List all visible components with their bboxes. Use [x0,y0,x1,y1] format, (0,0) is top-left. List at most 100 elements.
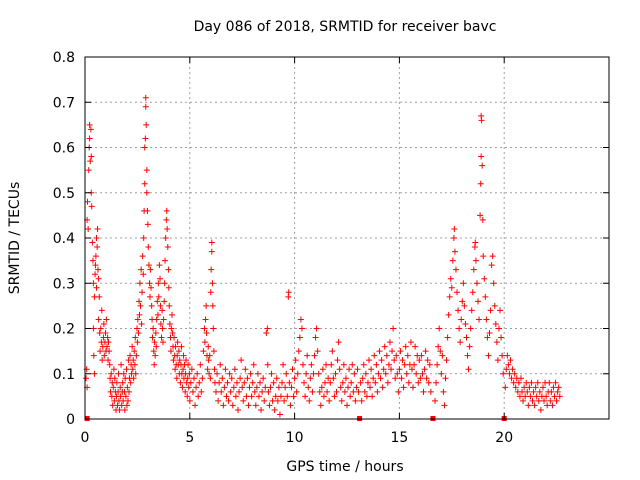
data-point [258,406,265,413]
data-point [312,334,319,341]
data-point [288,384,295,391]
data-point [215,397,222,404]
data-point [499,352,506,359]
data-point [426,361,433,368]
data-point [334,357,341,364]
data-point [388,366,395,373]
data-point [304,352,311,359]
data-point [130,357,137,364]
data-point [339,379,346,386]
data-point [330,375,337,382]
data-point [194,370,201,377]
data-point [383,352,390,359]
data-point [282,384,289,391]
data-point [146,293,153,300]
data-point [211,366,218,373]
data-point [393,352,400,359]
data-point [239,384,246,391]
data-point [93,235,100,241]
data-point [93,284,100,291]
data-point [446,293,453,300]
data-point [157,320,164,327]
data-point [220,402,227,409]
data-point [123,366,130,373]
data-point [340,361,347,368]
data-point [309,388,316,395]
y-tick-label: 0.2 [53,322,75,338]
data-point [180,352,187,359]
data-point [527,393,534,400]
data-point [541,397,548,404]
data-point [210,325,217,332]
data-points [83,94,563,418]
data-point [87,158,94,165]
data-point [329,348,336,355]
data-point [549,402,556,409]
data-point [384,379,391,386]
data-point [222,366,229,373]
data-point [273,375,280,382]
data-point [94,266,101,273]
data-point [556,393,563,400]
data-point [547,397,554,404]
data-point [454,289,461,296]
data-point [183,357,190,364]
data-point [519,388,526,395]
data-point [91,370,98,377]
data-point [443,357,450,364]
data-point [217,361,224,368]
data-point [174,339,181,346]
data-point [105,357,112,364]
data-point [203,302,210,309]
data-point [285,289,292,296]
data-point [142,103,149,110]
data-point [92,262,99,269]
data-point [96,330,103,337]
data-point [416,357,423,364]
data-point [264,325,271,332]
data-point [524,388,531,395]
data-point [326,397,333,404]
data-point [498,334,505,341]
data-point [260,375,267,382]
data-point [203,330,210,337]
data-point [368,366,375,373]
data-point [208,266,215,273]
data-point [253,384,260,391]
data-point [470,266,477,273]
y-tick-labels: 0 0.1 0.2 0.3 0.4 0.5 0.6 0.7 0.8 [53,50,75,428]
data-point [175,348,182,355]
data-point [155,280,162,287]
data-point [371,352,378,359]
data-point [432,397,439,404]
data-point [180,366,187,373]
data-point [196,379,203,386]
data-point [441,402,448,409]
data-point [204,366,211,373]
data-point [395,388,402,395]
data-point [141,144,148,151]
data-point [349,361,356,368]
data-point [381,343,388,350]
data-point [97,348,104,355]
data-point [299,361,306,368]
data-point [503,366,510,373]
data-point [85,167,92,174]
data-point [357,379,364,386]
data-point [139,289,146,296]
y-tick-label: 0.4 [53,231,75,247]
data-point [154,311,161,318]
data-point [529,397,536,404]
data-point [187,379,194,386]
data-point [129,366,136,373]
data-point [531,402,538,409]
data-point [159,325,166,332]
data-point [327,379,334,386]
data-point [458,316,465,323]
y-tick-label: 0.5 [53,186,75,202]
data-point [148,302,155,309]
data-point [176,357,183,364]
data-point [451,248,458,255]
data-point [132,334,139,341]
data-point [508,375,515,382]
